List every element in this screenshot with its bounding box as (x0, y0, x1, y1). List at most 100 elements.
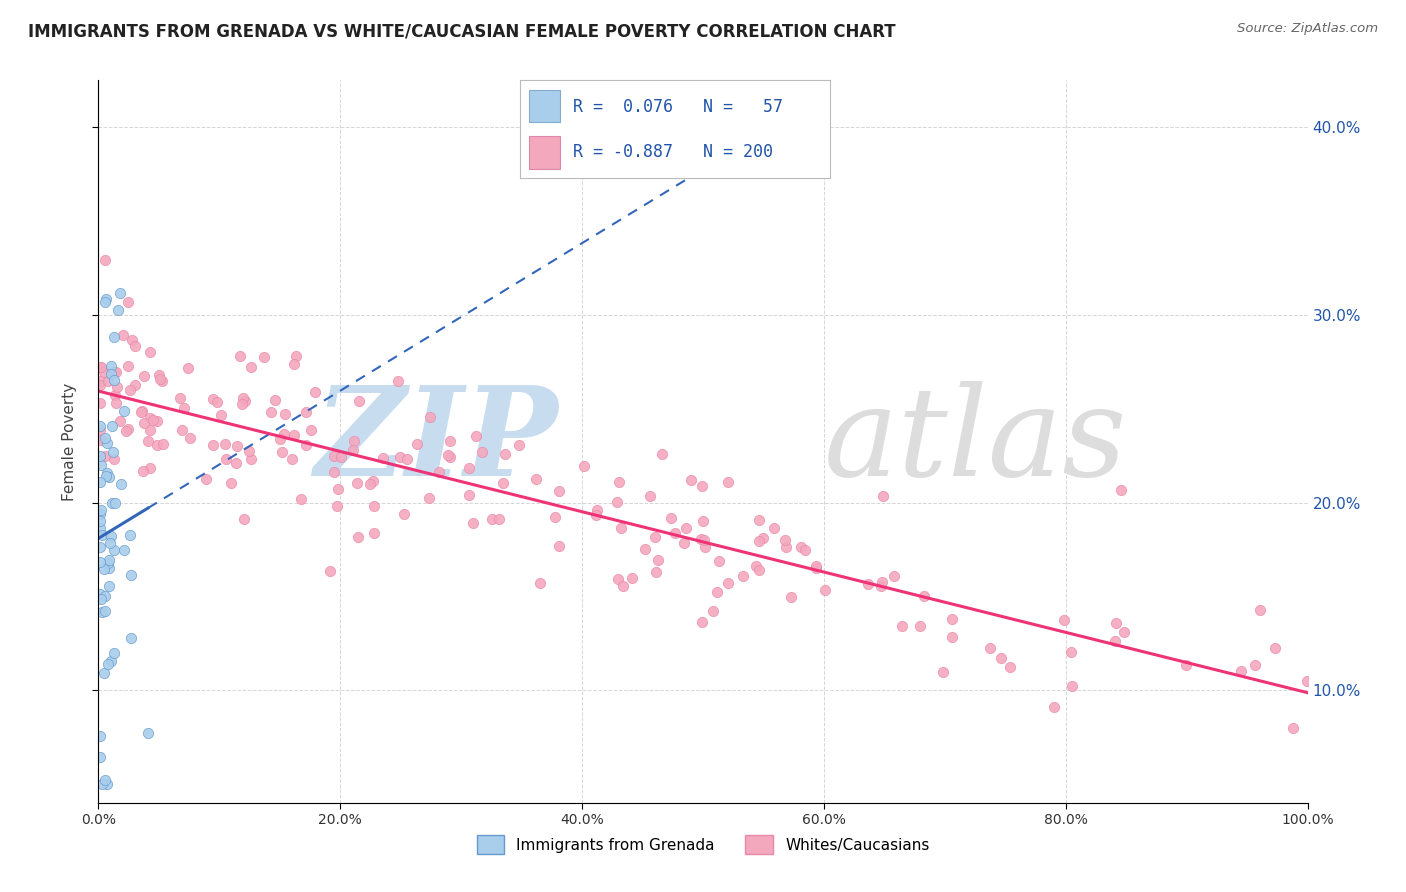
Point (115, 424, 138, 438)
Point (717, 576, 740, 591)
Point (647, 553, 669, 567)
Point (105, 380, 128, 394)
Point (232, 391, 254, 405)
Point (226, 439, 249, 453)
Point (117, 295, 139, 310)
Point (269, 432, 291, 446)
Point (439, 450, 461, 465)
Point (1264, 641, 1286, 656)
Text: R = -0.887   N = 200: R = -0.887 N = 200 (572, 143, 773, 161)
Point (373, 450, 395, 465)
Point (101, 418, 124, 433)
Point (132, 368, 155, 383)
Point (97, 470, 120, 484)
Point (794, 543, 817, 558)
Point (94, 292, 117, 306)
Point (96, 466, 118, 480)
Point (93, 604, 115, 618)
Point (231, 397, 253, 411)
Point (111, 327, 134, 342)
Point (149, 372, 172, 386)
Point (804, 559, 827, 574)
Text: R =  0.076   N =   57: R = 0.076 N = 57 (572, 98, 783, 116)
Point (110, 285, 132, 300)
Point (814, 582, 837, 597)
Point (488, 512, 510, 526)
Point (319, 564, 342, 578)
Point (120, 567, 142, 582)
Point (90, 458, 112, 473)
Point (707, 554, 730, 568)
Point (94, 432, 117, 446)
Point (363, 525, 385, 540)
Point (89, 514, 111, 528)
Point (406, 436, 429, 450)
Point (612, 579, 634, 593)
Point (692, 533, 714, 548)
Point (146, 414, 169, 428)
Point (610, 521, 633, 535)
Point (89, 359, 111, 374)
Point (347, 530, 370, 544)
Point (471, 445, 494, 459)
Point (177, 360, 200, 375)
Point (745, 558, 768, 573)
Point (169, 391, 191, 405)
Point (273, 427, 295, 442)
Point (124, 338, 146, 352)
Point (775, 541, 797, 555)
Point (856, 576, 879, 591)
Point (89, 378, 111, 392)
Point (132, 464, 155, 478)
Point (94, 590, 117, 604)
Point (209, 408, 232, 422)
Point (129, 405, 152, 419)
Point (134, 416, 156, 430)
Point (1053, 614, 1076, 628)
Point (93, 561, 115, 575)
Point (361, 474, 384, 488)
Point (93, 365, 115, 379)
Point (120, 632, 142, 646)
Point (103, 329, 125, 343)
Point (439, 434, 461, 449)
Point (419, 410, 441, 425)
Point (672, 536, 695, 550)
Point (138, 411, 160, 425)
Point (89, 450, 111, 464)
Point (1105, 616, 1128, 631)
Point (100, 359, 122, 373)
Point (644, 530, 666, 544)
Point (89, 507, 111, 521)
Point (1111, 483, 1133, 497)
Point (748, 563, 770, 577)
Text: IMMIGRANTS FROM GRENADA VS WHITE/CAUCASIAN FEMALE POVERTY CORRELATION CHART: IMMIGRANTS FROM GRENADA VS WHITE/CAUCASI… (28, 22, 896, 40)
Point (870, 579, 893, 593)
Point (103, 452, 125, 467)
Point (870, 575, 893, 590)
Point (90, 777, 112, 791)
Point (117, 422, 139, 436)
Point (706, 585, 728, 599)
Point (112, 404, 135, 418)
Point (659, 511, 682, 525)
Point (508, 438, 530, 452)
Point (387, 374, 409, 388)
Point (90, 503, 112, 517)
Point (136, 726, 159, 740)
Point (1060, 679, 1083, 693)
Point (221, 476, 243, 491)
Point (100, 529, 122, 543)
Point (121, 333, 143, 347)
Point (89, 587, 111, 601)
Point (1243, 657, 1265, 672)
FancyBboxPatch shape (530, 90, 561, 122)
Point (342, 434, 364, 448)
Point (94, 253, 117, 268)
Point (294, 438, 316, 452)
Point (150, 374, 173, 388)
Point (233, 394, 256, 409)
Point (139, 461, 162, 475)
Point (458, 488, 481, 502)
Point (908, 618, 931, 632)
